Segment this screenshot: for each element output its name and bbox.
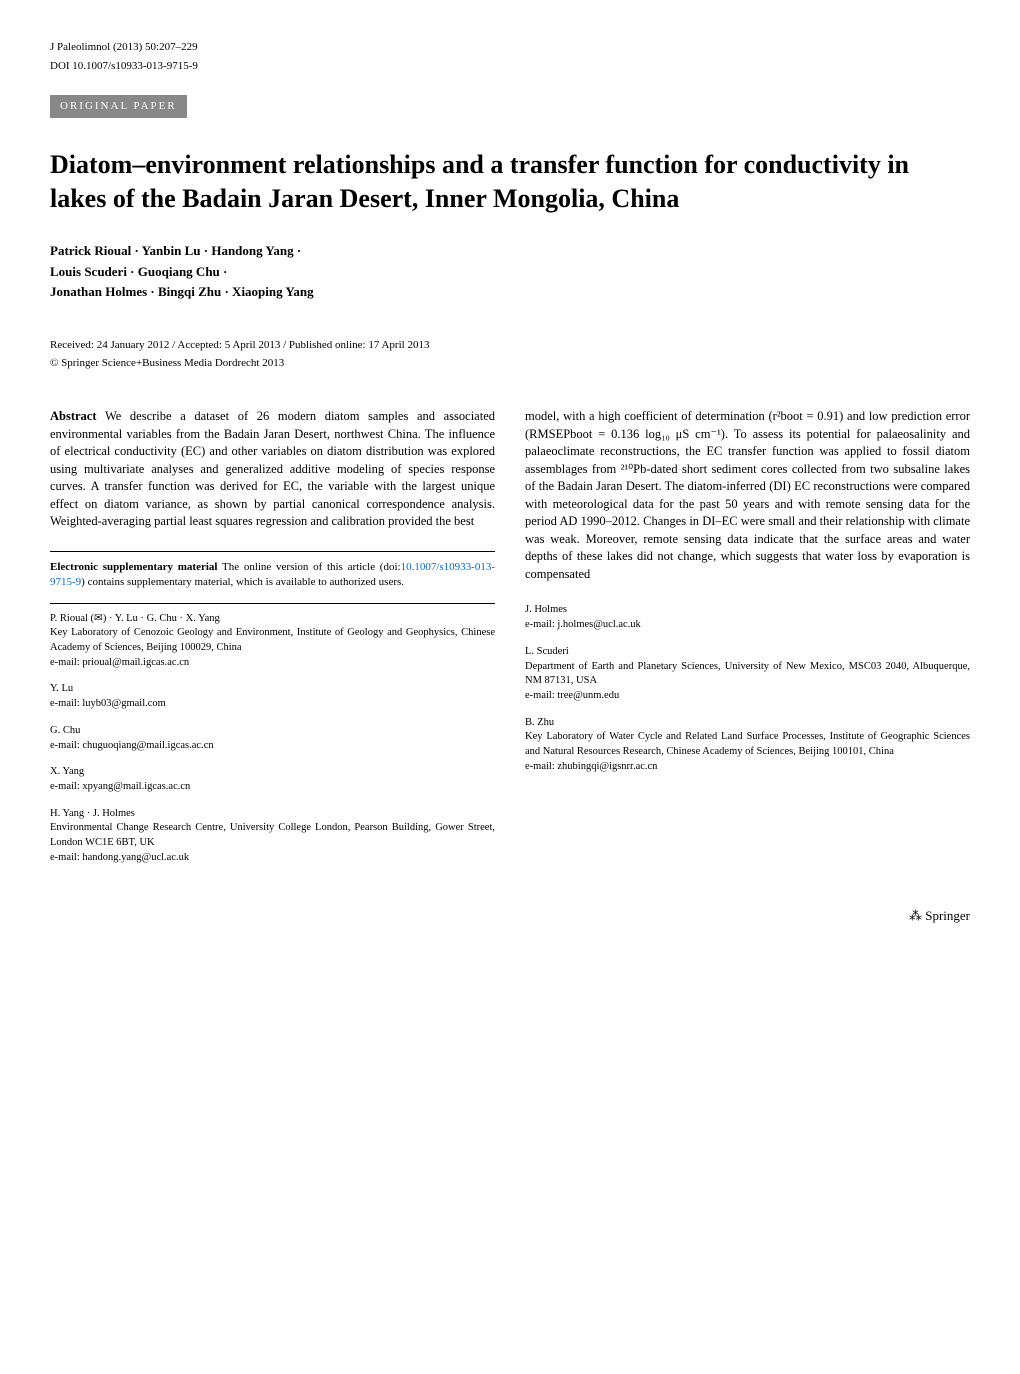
affil-group: L. Scuderi Department of Earth and Plane… [525,645,970,704]
publication-dates: Received: 24 January 2012 / Accepted: 5 … [50,338,970,353]
supplementary-material: Electronic supplementary material The on… [50,551,495,591]
affil-address: Key Laboratory of Cenozoic Geology and E… [50,626,495,655]
affil-email: e-mail: chuguoqiang@mail.igcas.ac.cn [50,739,495,754]
affil-group: B. Zhu Key Laboratory of Water Cycle and… [525,716,970,775]
doi-line: DOI 10.1007/s10933-013-9715-9 [50,59,970,74]
affil-address: Department of Earth and Planetary Scienc… [525,660,970,689]
author-list: Patrick Rioual · Yanbin Lu · Handong Yan… [50,241,970,303]
affil-names: L. Scuderi [525,645,970,660]
affil-email: e-mail: zhubingqi@igsnrr.ac.cn [525,760,970,775]
affil-email: e-mail: tree@unm.edu [525,689,970,704]
affil-names: P. Rioual (✉) · Y. Lu · G. Chu · X. Yang [50,612,495,627]
authors-row: Louis Scuderi · Guoqiang Chu · [50,262,970,283]
affil-group: G. Chu e-mail: chuguoqiang@mail.igcas.ac… [50,724,495,753]
copyright-line: © Springer Science+Business Media Dordre… [50,356,970,371]
affil-email: e-mail: prioual@mail.igcas.ac.cn [50,656,495,671]
abstract-text-right: model, with a high coefficient of determ… [525,408,970,583]
affil-address: Key Laboratory of Water Cycle and Relate… [525,730,970,759]
affil-group: X. Yang e-mail: xpyang@mail.igcas.ac.cn [50,765,495,794]
right-column: model, with a high coefficient of determ… [525,396,970,877]
journal-reference: J Paleolimnol (2013) 50:207–229 [50,40,198,55]
affil-email: e-mail: xpyang@mail.igcas.ac.cn [50,780,495,795]
affil-group: P. Rioual (✉) · Y. Lu · G. Chu · X. Yang… [50,612,495,671]
article-title: Diatom–environment relationships and a t… [50,148,970,216]
affil-group: Y. Lu e-mail: luyb03@gmail.com [50,682,495,711]
affil-group: J. Holmes e-mail: j.holmes@ucl.ac.uk [525,603,970,632]
affil-email: e-mail: handong.yang@ucl.ac.uk [50,851,495,866]
affil-names: G. Chu [50,724,495,739]
abstract-text-left: We describe a dataset of 26 modern diato… [50,409,495,528]
abstract-paragraph: Abstract We describe a dataset of 26 mod… [50,408,495,531]
affil-group: H. Yang · J. Holmes Environmental Change… [50,807,495,866]
article-category: ORIGINAL PAPER [50,95,187,118]
affil-email: e-mail: luyb03@gmail.com [50,697,495,712]
affiliations-right: J. Holmes e-mail: j.holmes@ucl.ac.uk L. … [525,603,970,774]
affiliations-left: P. Rioual (✉) · Y. Lu · G. Chu · X. Yang… [50,603,495,866]
supp-label: Electronic supplementary material [50,561,217,573]
abstract-label: Abstract [50,409,97,423]
affil-names: B. Zhu [525,716,970,731]
affil-email: e-mail: j.holmes@ucl.ac.uk [525,618,970,633]
affil-names: J. Holmes [525,603,970,618]
authors-row: Jonathan Holmes · Bingqi Zhu · Xiaoping … [50,282,970,303]
affil-names: H. Yang · J. Holmes [50,807,495,822]
publisher-footer: ⁂ Springer [50,907,970,925]
authors-row: Patrick Rioual · Yanbin Lu · Handong Yan… [50,241,970,262]
affil-names: X. Yang [50,765,495,780]
affil-names: Y. Lu [50,682,495,697]
left-column: Abstract We describe a dataset of 26 mod… [50,396,495,877]
supp-text: The online version of this article (doi: [222,561,401,573]
supp-text-after: ) contains supplementary material, which… [81,576,404,588]
affil-address: Environmental Change Research Centre, Un… [50,821,495,850]
